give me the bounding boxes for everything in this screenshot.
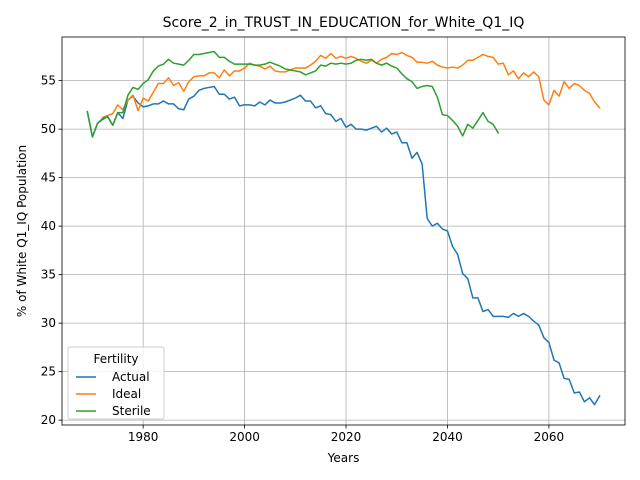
legend-title: Fertility	[93, 352, 138, 366]
x-tick-label: 2000	[229, 430, 260, 444]
legend-items: Actual Ideal Sterile	[76, 370, 151, 418]
series-line-sterile	[86, 50, 500, 138]
y-tick-label: 30	[41, 316, 56, 330]
y-tick-label: 40	[41, 219, 56, 233]
x-axis-label: Years	[327, 451, 360, 465]
legend-label-sterile: Sterile	[112, 404, 151, 418]
plot-area-frame	[61, 36, 626, 426]
axis-ticks: 1980 2000 2020 2040 2060 20 25 30 35 40 45 50 55	[41, 74, 564, 444]
series-lines	[86, 50, 601, 406]
y-tick-label: 20	[41, 413, 56, 427]
legend-box	[67, 346, 165, 420]
legend-label-actual: Actual	[112, 370, 150, 384]
grid	[62, 37, 625, 425]
x-tick-label: 2020	[331, 430, 362, 444]
x-tick-label: 2040	[432, 430, 463, 444]
series-line-ideal	[101, 51, 601, 119]
series-line-actual	[86, 85, 601, 406]
legend: Fertility Actual Ideal Sterile	[67, 346, 165, 420]
y-tick-label: 55	[41, 74, 56, 88]
legend-label-ideal: Ideal	[112, 387, 141, 401]
y-tick-label: 25	[41, 365, 56, 379]
x-tick-label: 2060	[534, 430, 565, 444]
y-tick-label: 45	[41, 171, 56, 185]
y-tick-label: 50	[41, 122, 56, 136]
x-tick-label: 1980	[128, 430, 159, 444]
y-axis-label: % of White Q1_IQ Population	[15, 145, 29, 317]
chart-title: Score_2_in_TRUST_IN_EDUCATION_for_White_…	[163, 15, 525, 31]
y-tick-label: 35	[41, 268, 56, 282]
